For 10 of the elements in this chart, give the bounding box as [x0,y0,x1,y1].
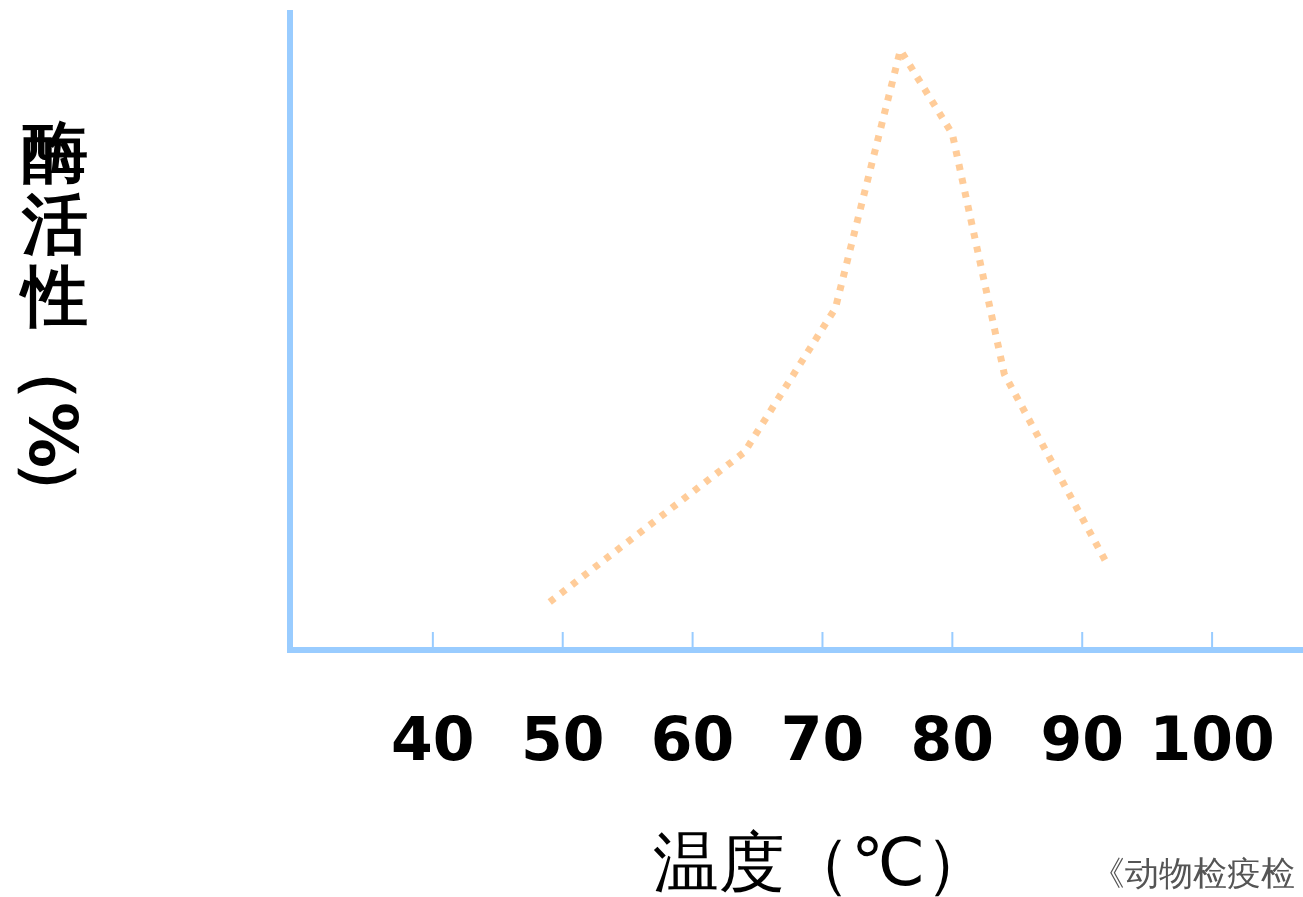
x-axis-title: 温度（℃） [652,824,992,897]
x-tick-label: 50 [520,704,605,774]
text: 《动物检疫检 [1091,853,1295,893]
x-tick-label: 100 [1149,704,1275,774]
x-tick-label: 40 [391,704,475,774]
x-tick-label: 70 [780,704,865,774]
x-tick-label: 60 [650,704,735,774]
x-tick-label: 80 [910,704,995,774]
y-axis-title: 酶活性（%） [14,114,91,526]
x-tick-label: 90 [1040,704,1124,774]
